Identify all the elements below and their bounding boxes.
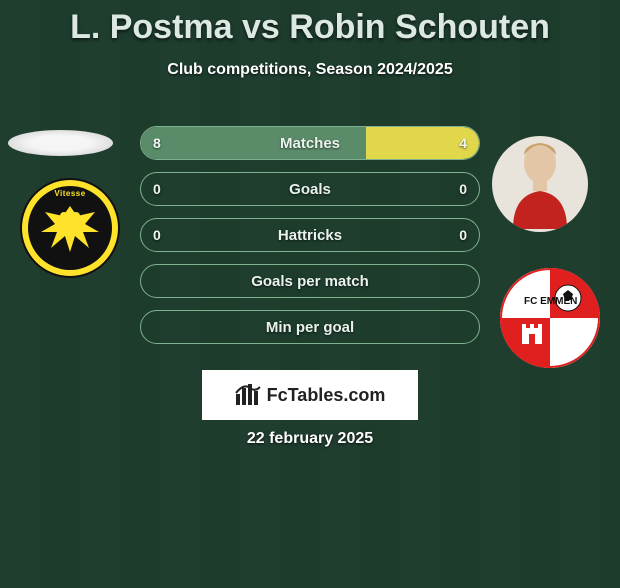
club2-logo-icon: FC EMMEN 1925 [500,268,600,368]
stat-row: Goals per match [140,264,480,298]
club2-year: 1925 [556,333,580,345]
stat-label: Hattricks [141,219,479,251]
stat-right-value: 4 [459,127,467,159]
subtitle: Club competitions, Season 2024/2025 [0,61,620,79]
stat-label: Goals [141,173,479,205]
club1-badge: Vitesse [20,178,120,278]
page-title: L. Postma vs Robin Schouten [0,8,620,47]
stats-panel: Matches84Goals00Hattricks00Goals per mat… [140,126,480,356]
player2-avatar [492,136,588,232]
fctables-badge: FcTables.com [202,370,418,420]
player2-silhouette-icon [505,139,575,229]
stat-left-value: 8 [153,127,161,159]
club1-name: Vitesse [54,189,85,198]
stat-row: Hattricks0 0 [140,218,480,252]
stat-label: Matches [141,127,479,159]
stat-label: Goals per match [141,265,479,297]
stat-label: Min per goal [141,311,479,343]
fctables-label: FcTables.com [267,385,386,406]
svg-text:FC EMMEN: FC EMMEN [524,296,577,307]
stat-row: Goals0 0 [140,172,480,206]
stat-row: Matches8 4 [140,126,480,160]
stat-row: Min per goal [140,310,480,344]
stat-right-value: 0 [459,219,467,251]
eagle-icon [39,202,101,254]
stat-left-value: 0 [153,173,161,205]
fctables-icon [235,384,261,406]
stat-right-value: 0 [459,173,467,205]
stat-left-value: 0 [153,219,161,251]
club2-badge: FC EMMEN 1925 [500,268,600,368]
comparison-date: 22 february 2025 [0,430,620,448]
player1-avatar [8,130,113,156]
